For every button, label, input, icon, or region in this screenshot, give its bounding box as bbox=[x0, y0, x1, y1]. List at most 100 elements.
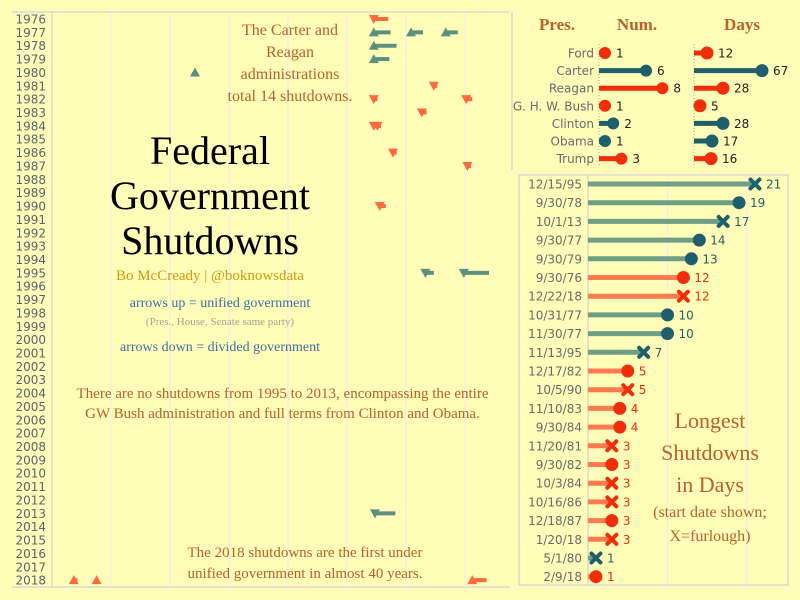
date-label: 12/18/87 bbox=[528, 514, 582, 528]
president-label: Obama bbox=[551, 135, 594, 149]
furlough-x-marker bbox=[605, 495, 619, 509]
days-dot bbox=[716, 116, 730, 130]
president-label: Trump bbox=[556, 152, 594, 166]
year-tick-label: 1982 bbox=[15, 93, 46, 107]
duration-dot bbox=[589, 570, 603, 584]
annotation-line: GW Bush administration and full terms fr… bbox=[85, 406, 480, 422]
arrow-up-marker bbox=[368, 40, 379, 50]
year-tick-label: 2003 bbox=[15, 373, 46, 387]
duration-value-label: 5 bbox=[639, 365, 647, 379]
arrow-down-marker bbox=[416, 108, 427, 118]
year-tick-label: 2007 bbox=[15, 427, 46, 441]
annotation-carter-reagan: The Carter and Reagan administrations to… bbox=[205, 20, 375, 108]
date-label: 10/16/86 bbox=[528, 495, 582, 509]
cross-stroke bbox=[605, 476, 619, 490]
num-dot bbox=[607, 117, 620, 130]
furlough-x-marker bbox=[605, 532, 619, 546]
year-tick-label: 2006 bbox=[15, 413, 46, 427]
annotation-longest: Longest Shutdowns in Days (start date sh… bbox=[640, 405, 780, 549]
cross-stroke bbox=[748, 177, 762, 191]
num-value-label: 1 bbox=[616, 135, 624, 149]
furlough-x-marker bbox=[605, 476, 619, 490]
cross-stroke bbox=[605, 439, 619, 453]
date-label: 9/30/79 bbox=[536, 252, 582, 266]
num-dot bbox=[599, 47, 611, 59]
year-tick-label: 1976 bbox=[15, 13, 46, 27]
year-tick-label: 1992 bbox=[15, 226, 46, 240]
header-pres: Pres. bbox=[539, 15, 575, 34]
duration-value-label: 4 bbox=[631, 402, 639, 416]
year-tick-label: 1995 bbox=[15, 266, 46, 280]
cross-stroke bbox=[589, 551, 603, 565]
year-tick-label: 2001 bbox=[15, 347, 46, 361]
year-tick-label: 1993 bbox=[15, 240, 46, 254]
president-label: Ford bbox=[568, 47, 594, 61]
arrow-up-marker bbox=[68, 575, 79, 585]
duration-value-label: 1 bbox=[607, 552, 615, 566]
title-line: Federal bbox=[150, 128, 270, 173]
duration-dot bbox=[613, 420, 627, 434]
days-dot bbox=[704, 152, 718, 166]
furlough-x-marker bbox=[716, 214, 730, 228]
duration-dot bbox=[732, 196, 746, 210]
days-dot bbox=[700, 46, 714, 60]
president-label: Carter bbox=[556, 64, 594, 78]
header-num: Num. bbox=[617, 15, 657, 34]
annotation-2018: The 2018 shutdowns are the first under u… bbox=[160, 543, 450, 585]
year-tick-label: 2013 bbox=[15, 507, 46, 521]
date-label: 10/31/77 bbox=[528, 308, 582, 322]
duration-value-label: 21 bbox=[766, 178, 781, 192]
year-tick-label: 2004 bbox=[15, 387, 46, 401]
annotation-line: (start date shown; bbox=[653, 504, 767, 521]
arrow-up-marker bbox=[91, 575, 102, 585]
duration-dot bbox=[684, 252, 698, 266]
year-tick-label: 1998 bbox=[15, 306, 46, 320]
days-dot bbox=[716, 81, 730, 95]
year-tick-label: 2014 bbox=[15, 520, 46, 534]
date-label: 9/30/84 bbox=[536, 421, 582, 435]
duration-dot bbox=[605, 458, 619, 471]
cross-stroke bbox=[676, 289, 690, 303]
year-tick-label: 2011 bbox=[15, 480, 46, 494]
president-label: Clinton bbox=[552, 117, 594, 131]
days-dot bbox=[693, 99, 707, 113]
date-label: 9/30/77 bbox=[536, 234, 582, 248]
date-label: 11/30/77 bbox=[528, 327, 582, 341]
arrow-up-marker bbox=[406, 27, 416, 37]
date-label: 1/20/18 bbox=[536, 533, 582, 547]
year-tick-label: 1980 bbox=[15, 66, 46, 80]
year-tick-label: 1985 bbox=[15, 133, 46, 147]
num-dot bbox=[599, 99, 611, 112]
duration-dot bbox=[661, 327, 674, 341]
duration-value-label: 5 bbox=[639, 383, 647, 397]
year-tick-label: 2012 bbox=[15, 493, 46, 507]
duration-dot bbox=[613, 401, 627, 415]
year-tick-label: 2008 bbox=[15, 440, 46, 454]
duration-value-label: 14 bbox=[710, 234, 725, 248]
annotation-line: total 14 shutdowns. bbox=[227, 88, 353, 105]
date-label: 11/13/95 bbox=[528, 346, 582, 360]
date-label: 10/3/84 bbox=[536, 477, 582, 491]
date-label: 2/9/18 bbox=[543, 570, 582, 584]
legend-up: arrows up = unified government bbox=[129, 296, 311, 311]
furlough-x-marker bbox=[621, 383, 635, 397]
duration-dot bbox=[605, 514, 619, 528]
date-label: 11/10/83 bbox=[528, 402, 582, 416]
year-tick-label: 2015 bbox=[15, 534, 46, 548]
annotation-gap: There are no shutdowns from 1995 to 2013… bbox=[55, 384, 510, 424]
date-label: 10/5/90 bbox=[536, 383, 582, 397]
arrow-down-marker bbox=[428, 81, 439, 91]
annotation-line: X=furlough) bbox=[669, 528, 751, 545]
page-title: Federal Government Shutdowns bbox=[90, 128, 330, 263]
title-line: Shutdowns bbox=[121, 218, 299, 263]
duration-value-label: 3 bbox=[623, 477, 631, 491]
days-value-label: 16 bbox=[722, 152, 737, 166]
date-label: 9/30/82 bbox=[536, 458, 582, 472]
legend-down: arrows down = divided government bbox=[120, 340, 320, 355]
year-tick-label: 1999 bbox=[15, 320, 46, 334]
duration-value-label: 3 bbox=[623, 495, 631, 509]
duration-value-label: 10 bbox=[679, 308, 694, 322]
date-label: 12/15/95 bbox=[528, 178, 582, 192]
days-value-label: 5 bbox=[711, 99, 719, 113]
